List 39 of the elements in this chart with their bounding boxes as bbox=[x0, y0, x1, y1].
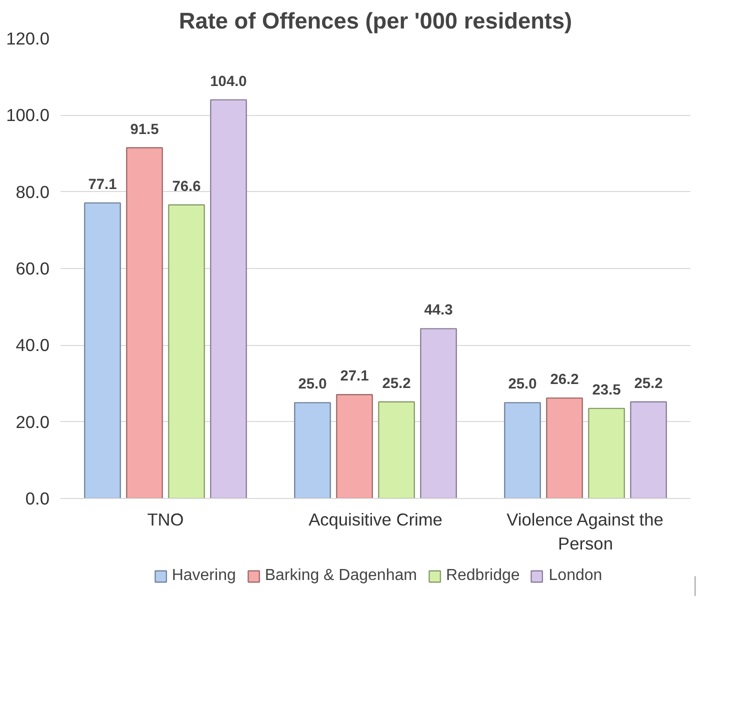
text: 44.3 bbox=[424, 302, 453, 319]
text: 27.1 bbox=[340, 368, 369, 385]
y-tick-label: 20.0 bbox=[16, 412, 50, 432]
y-tick-label: 0.0 bbox=[25, 488, 50, 508]
bar bbox=[336, 394, 373, 498]
legend-label: Redbridge bbox=[446, 567, 520, 585]
legend-label: London bbox=[548, 567, 602, 585]
bar bbox=[168, 204, 205, 498]
text: 25.0 bbox=[298, 376, 327, 393]
text: 104.0 bbox=[210, 74, 247, 90]
bar bbox=[546, 397, 583, 498]
bar bbox=[126, 147, 163, 498]
x-tick-label: Violence Against the Person bbox=[506, 510, 664, 554]
text: 77.1 bbox=[88, 176, 117, 193]
bar bbox=[630, 401, 667, 498]
text: 25.2 bbox=[634, 376, 663, 392]
bar bbox=[84, 202, 121, 498]
bar bbox=[294, 402, 331, 498]
text: 25.2 bbox=[382, 376, 411, 392]
text: 25.0 bbox=[508, 376, 537, 393]
chart-title: Rate of Offences (per '000 residents) bbox=[178, 8, 572, 34]
x-tick-label: Acquisitive Crime bbox=[308, 510, 442, 530]
text: 91.5 bbox=[130, 122, 159, 138]
bar bbox=[588, 408, 625, 498]
legend-label: Havering bbox=[172, 567, 236, 585]
bar bbox=[378, 401, 415, 498]
text: 26.2 bbox=[550, 372, 579, 388]
text: 23.5 bbox=[592, 382, 621, 398]
bar bbox=[210, 99, 247, 498]
legend-label: Barking & Dagenham bbox=[264, 567, 417, 585]
y-tick-label: 100.0 bbox=[6, 105, 50, 126]
y-tick-label: 120.0 bbox=[6, 28, 50, 48]
bar bbox=[504, 402, 541, 498]
y-tick-label: 60.0 bbox=[16, 258, 50, 278]
x-tick-label: TNO bbox=[147, 510, 184, 530]
bar bbox=[420, 328, 457, 498]
text: 76.6 bbox=[172, 178, 201, 195]
y-tick-label: 40.0 bbox=[16, 335, 50, 356]
y-tick-label: 80.0 bbox=[16, 182, 50, 202]
